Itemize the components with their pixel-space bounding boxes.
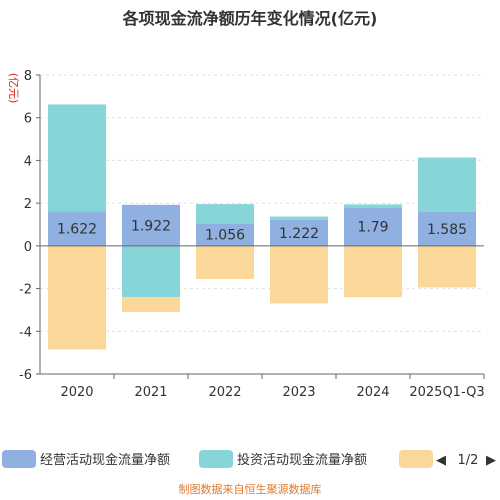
y-tick-label: 8 bbox=[24, 69, 32, 84]
y-tick-label: 0 bbox=[24, 240, 32, 255]
y-tick-label: 4 bbox=[24, 154, 32, 169]
data-label: 1.922 bbox=[131, 218, 171, 234]
bar-segment-series-0 bbox=[48, 211, 106, 246]
data-labels: 1.622 1.922 1.056 1.222 1.79 1.585 bbox=[57, 218, 467, 243]
bar-segment-series-1 bbox=[122, 245, 180, 298]
legend-label: 经营活动现金流量净额 bbox=[40, 452, 170, 468]
bar-segment-series-1 bbox=[196, 204, 254, 224]
legend-page-indicator: 1/2 bbox=[458, 453, 479, 468]
data-label: 1.585 bbox=[427, 222, 467, 238]
bar-segment-series-0 bbox=[418, 212, 476, 246]
legend-swatch bbox=[2, 450, 36, 468]
legend: 经营活动现金流量净额 投资活动现金流量净额 ◀ 1/2 ▶ bbox=[2, 450, 496, 468]
bar-segment-series-0 bbox=[344, 207, 402, 246]
data-source-note: 制图数据来自恒生聚源数据库 bbox=[179, 482, 322, 496]
legend-prev-arrow[interactable]: ◀ bbox=[436, 453, 446, 468]
data-label: 1.222 bbox=[279, 226, 319, 242]
x-tick-label: 2025Q1-Q3 bbox=[409, 385, 484, 400]
bar-segment-series-2 bbox=[196, 245, 254, 279]
data-label: 1.056 bbox=[205, 228, 245, 244]
x-tick-label: 2023 bbox=[282, 385, 315, 400]
bar-segment-series-1 bbox=[418, 157, 476, 213]
x-tick-label: 2024 bbox=[356, 385, 389, 400]
x-tick-label: 2022 bbox=[208, 385, 241, 400]
bar-segment-series-2 bbox=[344, 245, 402, 298]
y-tick-label: 2 bbox=[24, 197, 32, 212]
bar-segment-series-1 bbox=[270, 216, 328, 220]
y-tick-label: 6 bbox=[24, 112, 32, 127]
x-tick-label: 2020 bbox=[60, 385, 93, 400]
legend-next-arrow[interactable]: ▶ bbox=[486, 453, 496, 468]
bar-segment-series-2 bbox=[418, 245, 476, 288]
data-label: 1.79 bbox=[357, 220, 388, 236]
bar-segment-series-2 bbox=[122, 297, 180, 313]
gridlines bbox=[40, 74, 484, 375]
y-axis-label: (亿元) bbox=[7, 73, 20, 104]
y-tick-label: -4 bbox=[19, 325, 32, 340]
bar-segment-series-0 bbox=[122, 204, 180, 246]
legend-swatch bbox=[399, 450, 433, 468]
legend-label: 投资活动现金流量净额 bbox=[237, 452, 367, 468]
bar-segment-series-2 bbox=[48, 245, 106, 350]
x-tick-label: 2021 bbox=[134, 385, 167, 400]
y-tick-label: -6 bbox=[19, 368, 32, 383]
bars bbox=[48, 104, 476, 350]
bar-segment-series-1 bbox=[48, 104, 106, 212]
axes: 8 6 4 2 0 -2 -4 -6 2020 2021 2022 2023 2024 2025Q1-Q3 bbox=[19, 69, 485, 400]
chart-title: 各项现金流净额历年变化情况(亿元) bbox=[122, 9, 378, 28]
legend-swatch bbox=[199, 450, 233, 468]
y-tick-label: -2 bbox=[19, 283, 32, 298]
bar-segment-series-0 bbox=[196, 223, 254, 246]
bar-segment-series-1 bbox=[344, 204, 402, 208]
bar-segment-series-0 bbox=[270, 219, 328, 246]
bar-segment-series-2 bbox=[270, 245, 328, 304]
data-label: 1.622 bbox=[57, 222, 97, 238]
